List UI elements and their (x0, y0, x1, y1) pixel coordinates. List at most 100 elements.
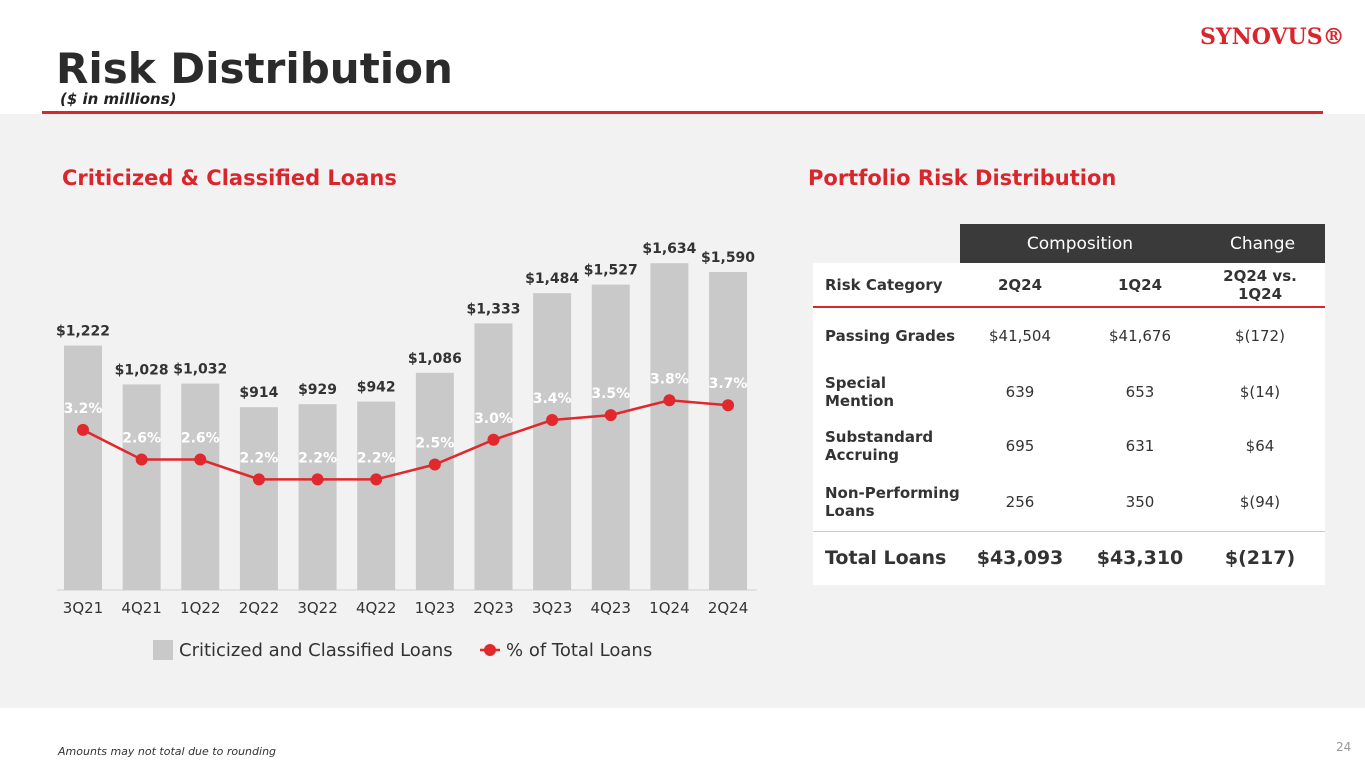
x-tick-label: 4Q23 (591, 599, 631, 617)
table-cell: 350 (1125, 493, 1155, 511)
header-bg (960, 224, 1325, 263)
group-header: Change (1229, 233, 1296, 254)
total-cell: $43,310 (1096, 547, 1184, 569)
table-cell: 653 (1125, 383, 1155, 401)
line-point (194, 453, 207, 466)
line-value-label: 3.8% (650, 371, 689, 387)
page-number: 24 (1336, 740, 1352, 754)
total-cell: $(217) (1224, 547, 1296, 569)
table-cell: $(14) (1239, 383, 1281, 401)
header-rule (813, 306, 1325, 308)
line-value-label: 2.2% (357, 450, 396, 466)
line-value-label: 3.5% (591, 386, 630, 402)
x-tick-label: 1Q22 (180, 599, 220, 617)
bar-value-label: $1,634 (642, 241, 696, 257)
x-tick-label: 2Q24 (708, 599, 748, 617)
line-value-label: 2.6% (122, 431, 161, 447)
line-value-label: 2.2% (240, 450, 279, 466)
line-point (252, 473, 265, 486)
line-value-label: 2.6% (181, 431, 220, 447)
bar-value-label: $1,333 (466, 301, 520, 317)
bar (709, 272, 748, 590)
bar (533, 293, 572, 590)
row-label: Passing Grades (825, 327, 956, 345)
row-label: Special Mention (825, 374, 895, 410)
line-value-label: 3.4% (533, 391, 572, 407)
x-tick-label: 2Q22 (239, 599, 279, 617)
table-cell: 695 (1005, 437, 1035, 455)
slide-title: Risk Distribution (56, 44, 453, 93)
table-cell: $41,504 (988, 327, 1052, 345)
line-point (604, 409, 617, 422)
line-value-label: 2.2% (298, 450, 337, 466)
line-point (487, 433, 500, 446)
bar-value-label: $1,028 (115, 362, 169, 378)
bar (239, 407, 278, 590)
total-cell: $43,093 (976, 547, 1064, 569)
bar (591, 284, 630, 590)
line-value-label: 3.7% (709, 376, 748, 392)
line-point (722, 399, 735, 412)
x-tick-label: 3Q23 (532, 599, 572, 617)
table-cell: $41,676 (1108, 327, 1172, 345)
title-rule (42, 111, 1323, 114)
bar-value-label: $929 (298, 382, 337, 398)
chart-title: Criticized & Classified Loans (62, 166, 397, 190)
line-point (77, 423, 89, 436)
x-tick-label: 4Q22 (356, 599, 396, 617)
table-cell: $(94) (1239, 493, 1281, 511)
slide-subtitle: ($ in millions) (60, 90, 177, 108)
table-cell: 639 (1005, 383, 1035, 401)
bar-value-label: $1,527 (584, 263, 638, 279)
legend-label: Criticized and Classified Loans (179, 640, 453, 661)
table-cell: 631 (1125, 437, 1155, 455)
column-header: 2Q24 (997, 276, 1043, 294)
bar (181, 383, 220, 590)
chart: 3Q21 4Q21 1Q22 2Q22 3Q22 4Q22 1Q23 2Q23 3Q23 4Q23… (56, 241, 757, 661)
x-tick-label: 3Q22 (297, 599, 337, 617)
bar (650, 263, 689, 590)
bar (415, 372, 454, 590)
line-value-label: 2.5% (415, 436, 454, 452)
column-header: 1Q24 (1117, 276, 1163, 294)
table-cell: 256 (1005, 493, 1035, 511)
line (82, 399, 729, 481)
table-title: Portfolio Risk Distribution (808, 166, 1117, 190)
bar (474, 323, 513, 590)
bar-value-label: $1,032 (173, 362, 227, 378)
bar (64, 345, 102, 590)
legend-label: % of Total Loans (506, 640, 652, 661)
x-tick-label: 3Q21 (63, 599, 103, 617)
total-label: Total Loans (825, 547, 947, 569)
line-point (370, 473, 383, 486)
line-point (428, 458, 441, 471)
line-point (135, 453, 148, 466)
total-rule (813, 531, 1325, 532)
footnote: Amounts may not total due to rounding (58, 745, 277, 758)
x-tick-label: 1Q23 (415, 599, 455, 617)
bar-value-label: $1,222 (56, 324, 110, 340)
bar-value-label: $914 (239, 385, 278, 401)
risk-table: Composition Change Risk Category 2Q24 1Q24 2Q… (813, 224, 1325, 585)
row-label: Substandard Accruing (825, 428, 934, 464)
line-value-label: 3.0% (474, 411, 513, 427)
table-cell: $64 (1245, 437, 1275, 455)
bar (298, 404, 337, 590)
bar (357, 401, 396, 590)
logo: SYNOVUS® (1200, 24, 1345, 50)
table-cell: $(172) (1235, 327, 1285, 345)
group-header: Composition (1026, 233, 1134, 254)
bar-value-label: $1,086 (408, 351, 462, 367)
x-tick-label: 1Q24 (649, 599, 689, 617)
bar (122, 384, 161, 590)
bar-value-label: $1,590 (701, 250, 755, 266)
line-point (663, 394, 676, 407)
x-tick-label: 2Q23 (473, 599, 513, 617)
row-label: Non-Performing Loans (825, 484, 960, 520)
x-tick-label: 4Q21 (121, 599, 161, 617)
bar-value-label: $942 (357, 380, 396, 396)
bar-value-label: $1,484 (525, 271, 579, 287)
column-header: 2Q24 vs. 1Q24 (1223, 267, 1297, 303)
line-point (546, 414, 559, 427)
